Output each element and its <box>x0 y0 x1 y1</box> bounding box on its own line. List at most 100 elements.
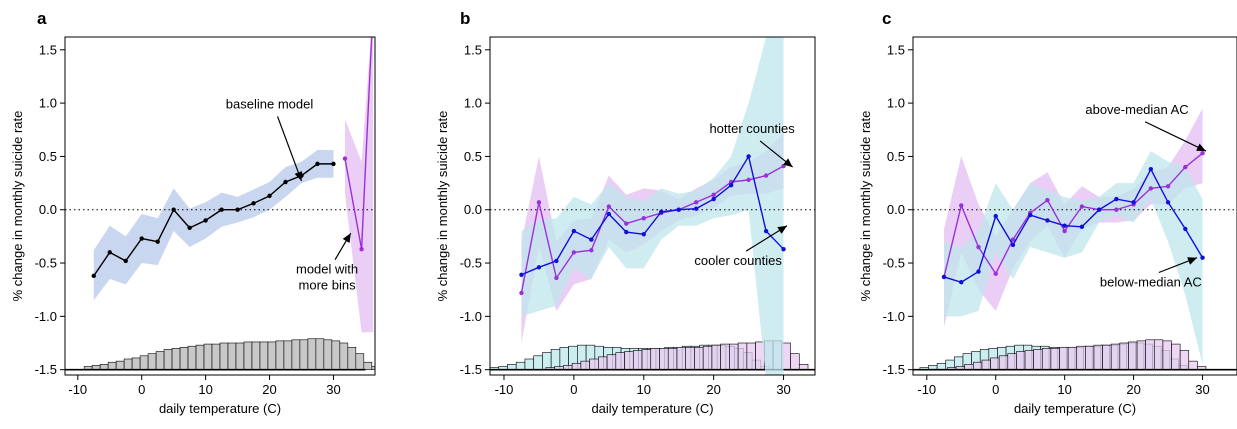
data-point <box>976 244 981 250</box>
y-tick-label: 0.5 <box>39 149 57 164</box>
y-tick-label: -0.5 <box>460 256 482 271</box>
data-point <box>993 213 998 219</box>
plot-area <box>913 108 1237 371</box>
x-tick-label: 0 <box>992 382 999 397</box>
histogram-bar <box>131 357 141 370</box>
histogram-bar <box>331 340 341 370</box>
data-point <box>1165 184 1171 189</box>
histogram-bar <box>571 362 582 370</box>
histogram-bar <box>203 343 213 370</box>
histogram-bar <box>283 340 293 370</box>
histogram-bar <box>524 358 534 370</box>
histogram-bar <box>339 342 349 370</box>
histogram-bar <box>347 346 357 370</box>
histogram-bar <box>711 344 721 370</box>
data-point <box>139 236 144 241</box>
histogram-bar <box>1102 344 1112 370</box>
panel-b: -1.5 -1.0 -0.5 0.0 0.5 1.0 1.5 -10 0 10 20 30 daily … <box>435 9 816 416</box>
data-point <box>1200 255 1205 260</box>
annotation-text: more bins <box>299 278 357 293</box>
data-point <box>959 203 964 208</box>
histogram-bar <box>163 349 173 370</box>
histogram-bar <box>1076 345 1086 370</box>
y-tick-label: -0.5 <box>883 256 905 271</box>
x-tick-label: -10 <box>917 382 936 397</box>
data-point <box>728 183 734 188</box>
y-tick-label: -1.5 <box>35 362 57 377</box>
histogram-bar <box>936 362 947 370</box>
data-point <box>91 273 96 279</box>
histogram-bar <box>371 366 375 370</box>
data-point <box>342 156 348 161</box>
data-point <box>536 265 542 270</box>
y-tick-label: -1.0 <box>883 309 905 324</box>
data-point <box>1200 151 1205 156</box>
histogram-bar <box>1153 339 1164 370</box>
histogram-bar <box>235 342 245 370</box>
histogram-bar <box>195 344 205 370</box>
data-point <box>331 161 336 167</box>
x-tick-label: 30 <box>776 382 790 397</box>
x-tick-label: 30 <box>326 382 340 397</box>
data-point <box>624 229 629 235</box>
data-point <box>659 209 664 215</box>
data-point <box>1045 197 1050 203</box>
histogram-bar <box>1136 340 1146 370</box>
y-tick-label: 0.0 <box>464 202 482 217</box>
annotation-text: cooler counties <box>694 253 782 268</box>
data-point <box>1079 204 1085 209</box>
histogram-bar <box>219 342 229 370</box>
annotation-arrowhead <box>783 158 793 168</box>
y-tick-label: 1.5 <box>39 42 57 57</box>
data-point <box>219 207 224 212</box>
data-point <box>171 207 176 212</box>
data-point <box>571 228 577 234</box>
data-point <box>589 237 594 242</box>
histogram-bar <box>307 338 317 370</box>
histogram-bar <box>650 348 660 370</box>
series-line <box>93 163 334 277</box>
data-point <box>554 258 559 264</box>
x-tick-label: 10 <box>637 382 651 397</box>
data-point <box>536 200 542 205</box>
annotation-text: hotter counties <box>709 121 795 136</box>
y-tick-label: 0.5 <box>464 149 482 164</box>
histogram-bar <box>115 360 125 370</box>
x-tick-label: 10 <box>1057 382 1071 397</box>
data-point <box>976 269 981 274</box>
data-point <box>203 218 208 223</box>
histogram-bar <box>998 355 1009 370</box>
annotation-text: baseline model <box>226 96 314 111</box>
y-axis-label: % change in monthly suicide rate <box>435 111 450 302</box>
histogram-bar <box>259 341 269 370</box>
data-point <box>187 225 192 231</box>
data-point <box>693 200 699 205</box>
histogram-bar <box>737 342 748 370</box>
histogram-bar <box>685 346 695 370</box>
histogram-bar <box>139 355 149 370</box>
histogram-bar <box>641 349 652 370</box>
histogram-bar <box>1067 346 1078 370</box>
y-tick-label: 1.0 <box>464 96 482 111</box>
histogram-bar <box>1145 339 1155 370</box>
annotation-text: above-median AC <box>1085 102 1188 117</box>
data-point <box>711 196 716 202</box>
annotation-arrowhead <box>1187 257 1198 265</box>
data-point <box>359 246 364 252</box>
x-axis-label: daily temperature (C) <box>159 401 281 416</box>
x-tick-label: -10 <box>495 382 514 397</box>
data-point <box>1183 164 1188 170</box>
histogram-bar <box>1033 349 1043 370</box>
data-point <box>235 207 240 212</box>
histogram-bar <box>1188 360 1198 370</box>
histogram-bar <box>990 357 1000 370</box>
data-point <box>1183 226 1188 232</box>
data-point <box>1096 207 1102 212</box>
histogram-bar <box>515 361 526 370</box>
histogram-bar <box>1119 342 1129 370</box>
annotation-arrowhead <box>777 225 788 234</box>
histogram-bar <box>676 346 686 370</box>
histogram-bar <box>187 345 197 370</box>
y-tick-label: -1.5 <box>883 362 905 377</box>
annotation-text: below-median AC <box>1100 275 1202 290</box>
